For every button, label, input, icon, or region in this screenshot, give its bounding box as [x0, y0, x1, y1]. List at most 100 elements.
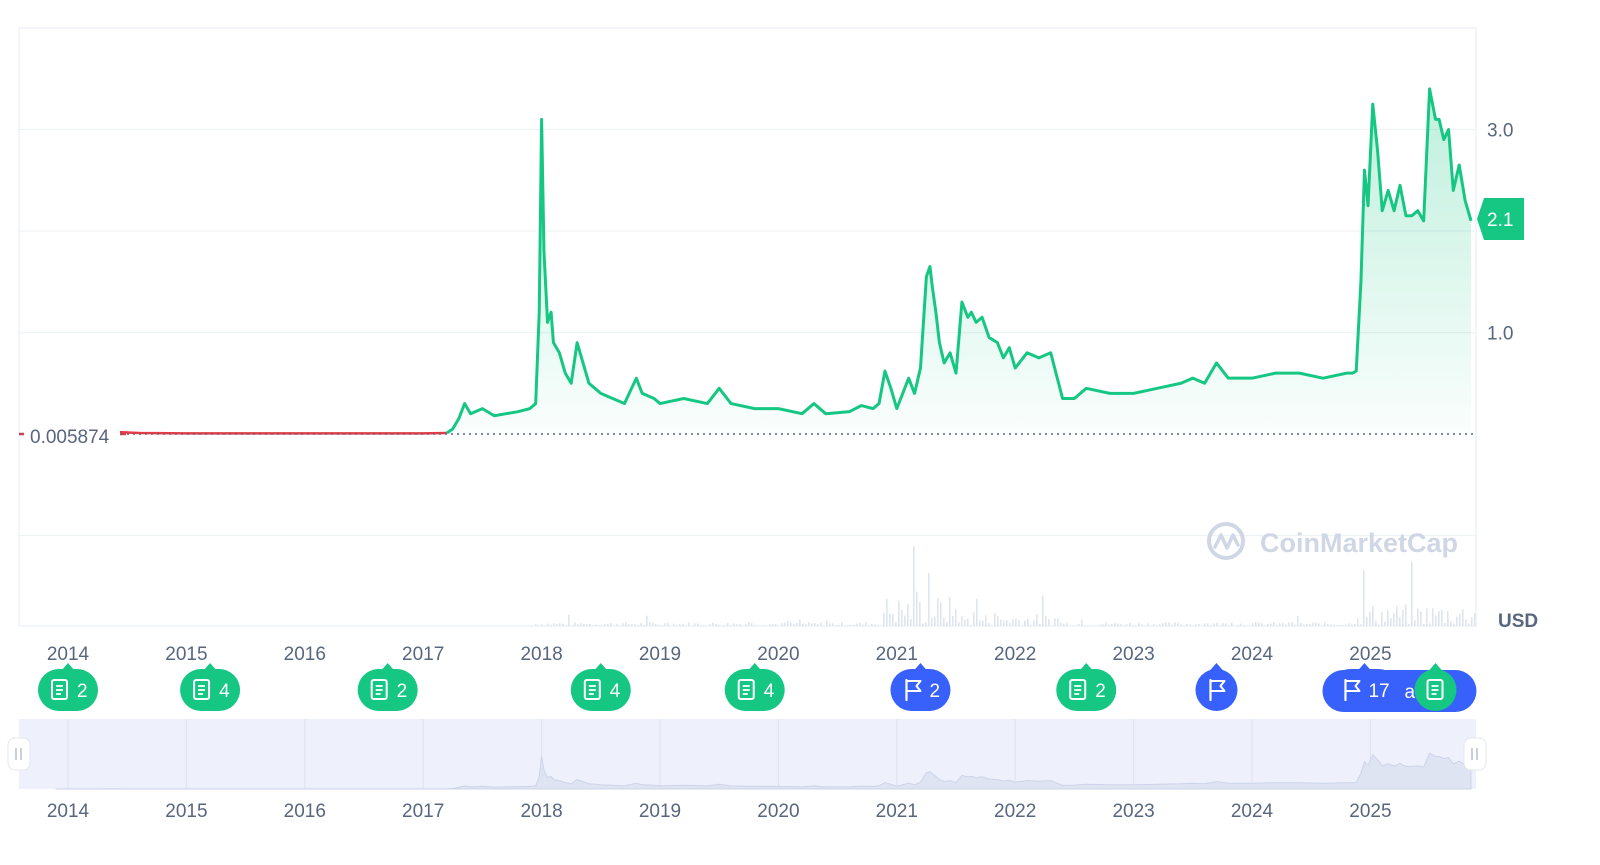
x-tick-label-2017: 2017 [402, 644, 444, 665]
volume-bar [580, 623, 582, 626]
navigator-left-handle[interactable] [7, 737, 31, 771]
volume-bar [862, 624, 864, 626]
volume-bar [748, 621, 750, 626]
volume-bar [916, 591, 918, 626]
volume-bar [1066, 623, 1068, 626]
marker-event-5[interactable]: 2 [890, 663, 951, 711]
volume-bar [1120, 624, 1122, 626]
volume-bar [883, 612, 885, 626]
volume-bar [694, 623, 696, 626]
volume-bar [664, 623, 666, 626]
baseline-label-bg [24, 424, 120, 446]
right-handle-shape[interactable] [1463, 737, 1487, 771]
volume-bar [859, 622, 861, 626]
volume-bar [1306, 623, 1308, 626]
volume-bar [1339, 625, 1341, 626]
volume-bar [1381, 611, 1383, 626]
volume-bar [1279, 623, 1281, 626]
marker-news-3[interactable]: 4 [570, 663, 631, 711]
news-markers[interactable]: 2424422aly:17 [38, 663, 1477, 712]
volume-bar [1291, 622, 1293, 626]
marker-event-7[interactable] [1195, 663, 1238, 711]
volume-bar [607, 623, 609, 626]
volume-bar [1405, 604, 1407, 626]
volume-bar [739, 624, 741, 626]
marker-badge[interactable] [1329, 669, 1400, 711]
volume-bar [904, 615, 906, 626]
x-tick-label-2019: 2019 [639, 644, 681, 665]
volume-bar [616, 624, 618, 626]
volume-bar [1126, 624, 1128, 626]
volume-bar [946, 622, 948, 626]
volume-bar [1261, 623, 1263, 626]
current-price-label: 2.1 [1487, 210, 1513, 231]
volume-bar [1024, 620, 1026, 626]
volume-bar [559, 623, 561, 626]
volume-bar [1165, 622, 1167, 626]
volume-bar [943, 617, 945, 626]
volume-bar [1366, 617, 1368, 626]
volume-bar [1177, 622, 1179, 626]
volume-bar [1189, 624, 1191, 626]
y-tick-label-0: 3.0 [1487, 121, 1513, 142]
nav-x-tick-label-2021: 2021 [876, 801, 918, 822]
volume-bar [937, 598, 939, 626]
marker-news-0[interactable]: 2 [38, 663, 98, 711]
marker-news-6[interactable]: 2 [1056, 663, 1117, 711]
volume-bar [1426, 608, 1428, 626]
volume-bar [1237, 625, 1239, 626]
volume-bar [673, 623, 675, 626]
x-tick-label-2014: 2014 [47, 644, 90, 665]
volume-bar [1219, 625, 1221, 626]
volume-bar [1354, 623, 1356, 626]
volume-bar [1180, 624, 1182, 626]
marker-news-1[interactable]: 4 [180, 663, 241, 711]
volume-bar [736, 624, 738, 626]
marker-news-4[interactable]: 4 [724, 663, 785, 711]
volume-bar [895, 622, 897, 626]
volume-bar [685, 625, 687, 626]
volume-bar [826, 620, 828, 626]
range-navigator[interactable] [7, 719, 1487, 790]
x-tick-label-2025: 2025 [1349, 644, 1391, 665]
volume-bar [1012, 619, 1014, 626]
volume-bar [1117, 623, 1119, 626]
x-tick-label-2023: 2023 [1112, 644, 1154, 665]
volume-bar [772, 623, 774, 626]
volume-bar [745, 624, 747, 626]
volume-bar [1342, 624, 1344, 626]
volume-bar [1429, 623, 1431, 626]
volume-bar [1435, 615, 1437, 626]
left-handle-shape[interactable] [7, 737, 31, 771]
volume-bar [652, 623, 654, 626]
volume-bar [1345, 624, 1347, 626]
marker-news-9[interactable] [1414, 663, 1457, 711]
navigator-right-handle[interactable] [1463, 737, 1487, 771]
price-area [56, 88, 1472, 435]
volume-bar [1399, 617, 1401, 626]
volume-bar [589, 623, 591, 626]
nav-x-tick-label-2022: 2022 [994, 801, 1036, 822]
volume-bar [1318, 623, 1320, 626]
currency-label: USD [1498, 611, 1538, 632]
volume-bar [1240, 623, 1242, 626]
volume-bar [1285, 624, 1287, 626]
volume-bar [751, 623, 753, 626]
volume-bar [679, 624, 681, 626]
volume-bar [1054, 618, 1056, 626]
watermark-text: CoinMarketCap [1260, 528, 1458, 558]
volume-bar [919, 601, 921, 626]
marker-news-2[interactable]: 2 [357, 663, 418, 711]
volume-bar [997, 616, 999, 626]
volume-bar [985, 615, 987, 626]
x-tick-label-2018: 2018 [520, 644, 562, 665]
volume-bar [802, 623, 804, 626]
volume-bar [1375, 620, 1377, 626]
x-axis-ticks: 2014 2015 2016 2017 2018 2019 2020 2021 2022 2023… [47, 644, 1392, 665]
volume-bar [1081, 619, 1083, 626]
volume-bar [940, 602, 942, 626]
document-icon [1069, 679, 1087, 700]
volume-bar [1441, 609, 1443, 626]
volume-bar [1297, 616, 1299, 626]
volume-bar [799, 619, 801, 626]
